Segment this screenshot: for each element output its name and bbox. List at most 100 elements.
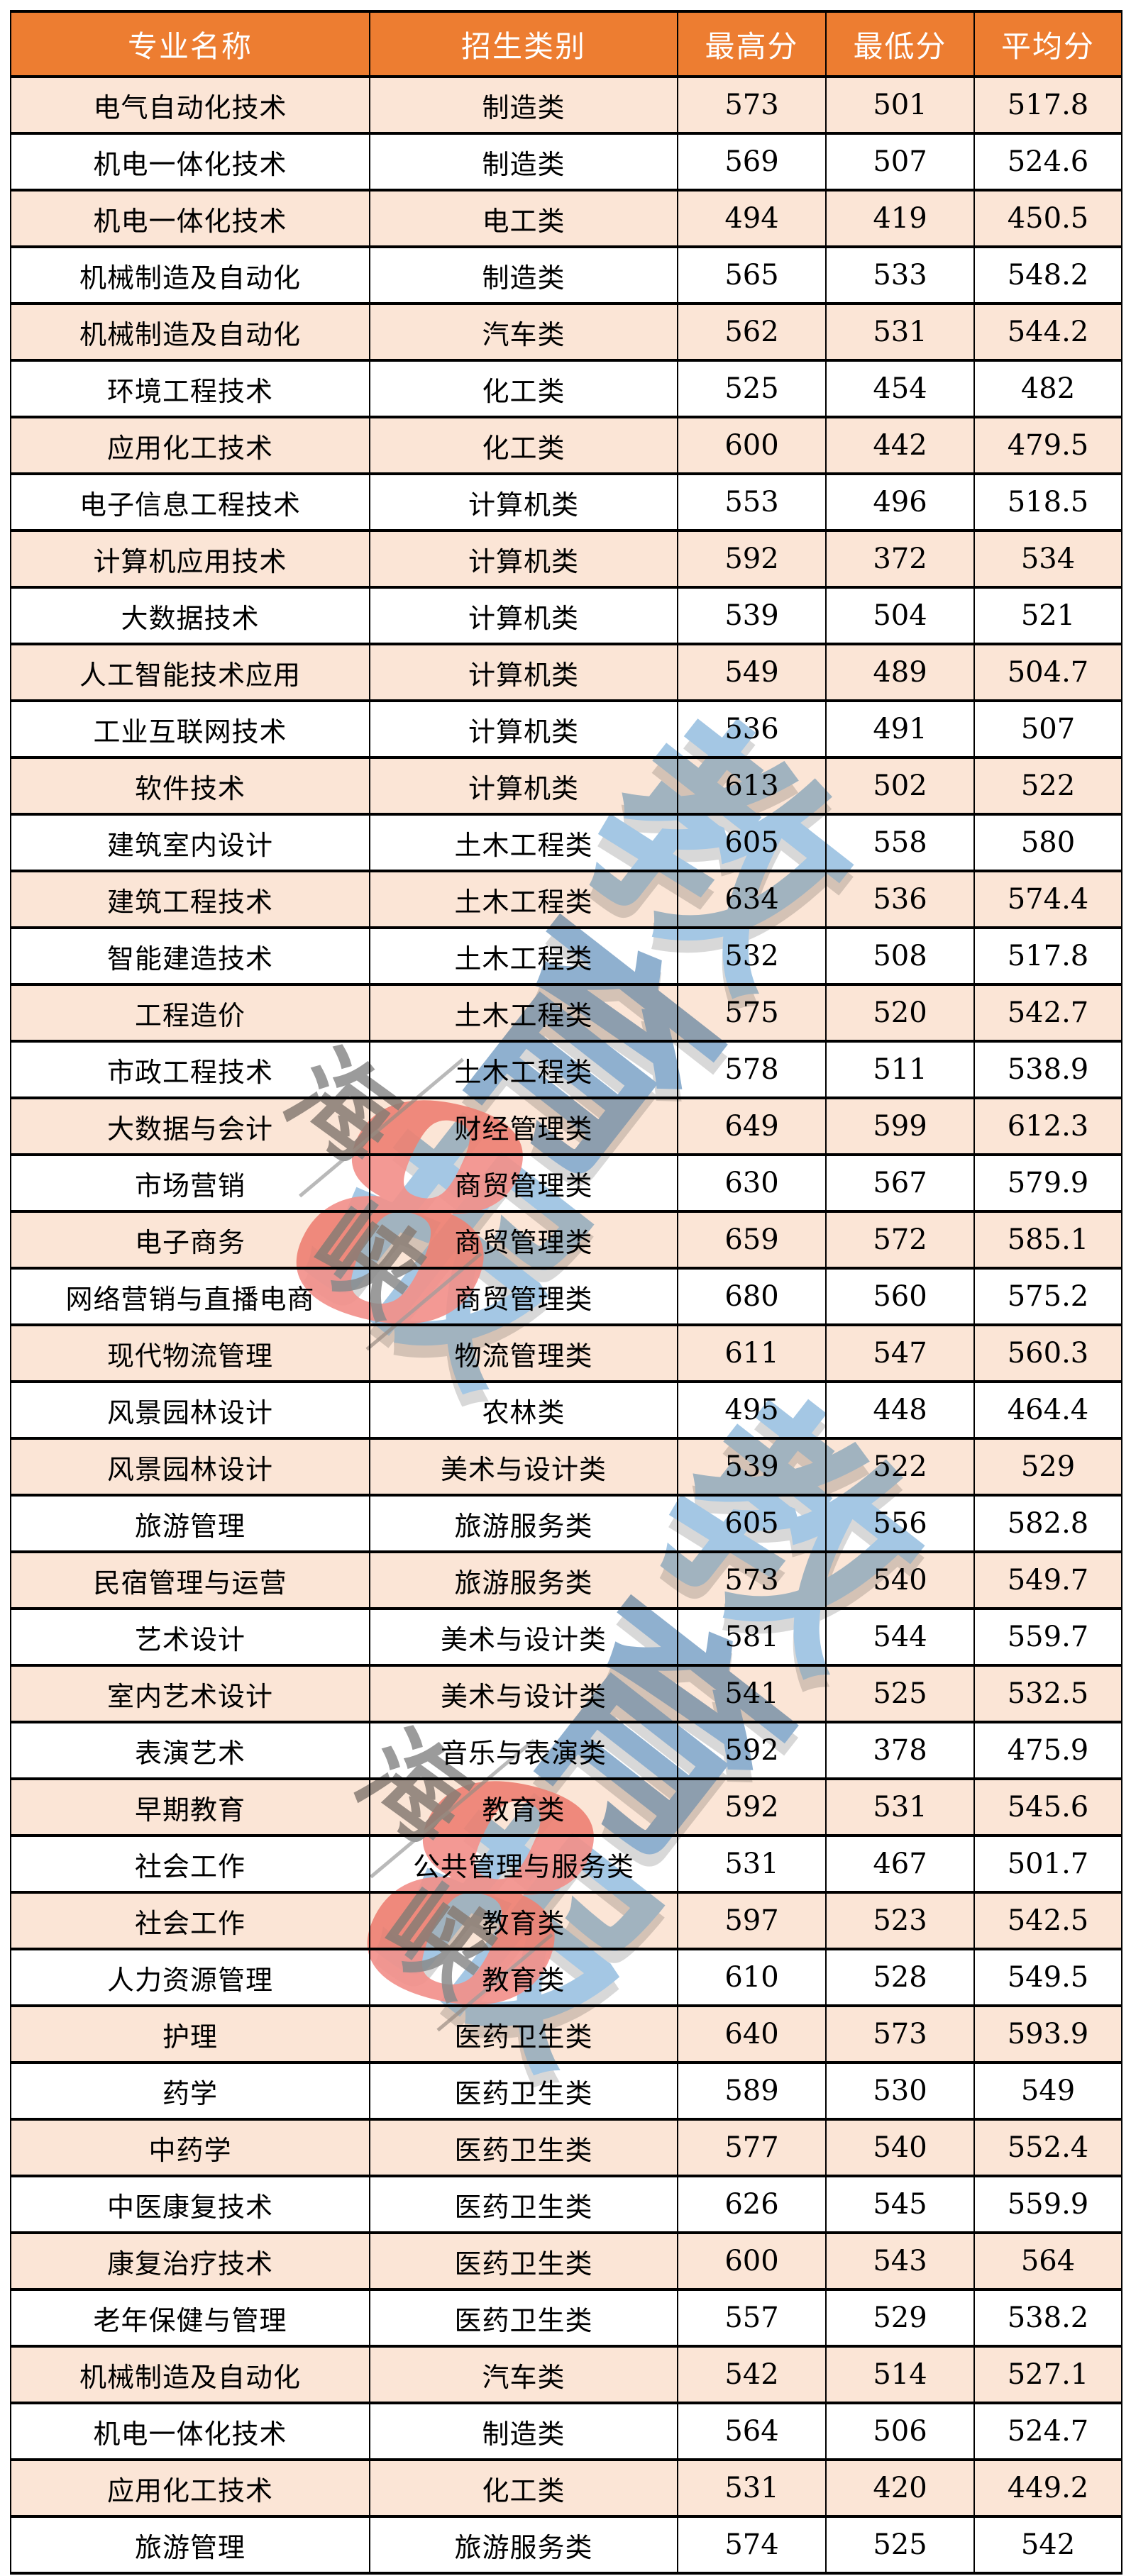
cell-min-score: 528: [825, 1948, 975, 2007]
cell-avg-score: 475.9: [973, 1721, 1122, 1780]
cell-major: 软件技术: [10, 756, 370, 816]
cell-max-score: 569: [677, 132, 827, 191]
table-row: 表演艺术 音乐与表演类 592 378 475.9: [10, 1721, 1122, 1780]
cell-major: 现代物流管理: [10, 1323, 370, 1383]
cell-category: 教育类: [369, 1948, 678, 2007]
table-row: 机械制造及自动化 制造类 565 533 548.2: [10, 245, 1122, 305]
cell-min-score: 520: [825, 983, 975, 1043]
cell-min-score: 504: [825, 586, 975, 645]
table-row: 旅游管理 旅游服务类 574 525 542: [10, 2515, 1122, 2575]
cell-major: 社会工作: [10, 1891, 370, 1950]
cell-min-score: 533: [825, 245, 975, 305]
cell-category: 音乐与表演类: [369, 1721, 678, 1780]
table-row: 机械制造及自动化 汽车类 542 514 527.1: [10, 2345, 1122, 2404]
cell-category: 计算机类: [369, 699, 678, 759]
cell-max-score: 531: [677, 2458, 827, 2518]
cell-max-score: 542: [677, 2345, 827, 2404]
cell-min-score: 448: [825, 1380, 975, 1440]
cell-max-score: 525: [677, 359, 827, 418]
cell-max-score: 630: [677, 1153, 827, 1213]
cell-min-score: 506: [825, 2402, 975, 2461]
cell-major: 网络营销与直播电商: [10, 1267, 370, 1326]
col-header-category: 招生类别: [369, 10, 678, 78]
cell-category: 农林类: [369, 1380, 678, 1440]
cell-category: 制造类: [369, 2402, 678, 2461]
cell-max-score: 573: [677, 75, 827, 135]
cell-min-score: 523: [825, 1891, 975, 1950]
cell-min-score: 560: [825, 1267, 975, 1326]
cell-major: 电子信息工程技术: [10, 472, 370, 532]
cell-max-score: 531: [677, 1834, 827, 1894]
cell-avg-score: 504.7: [973, 643, 1122, 702]
cell-major: 康复治疗技术: [10, 2231, 370, 2291]
table-row: 室内艺术设计 美术与设计类 541 525 532.5: [10, 1664, 1122, 1723]
table-row: 中医康复技术 医药卫生类 626 545 559.9: [10, 2175, 1122, 2234]
col-header-min-score: 最低分: [825, 10, 975, 78]
cell-major: 风景园林设计: [10, 1437, 370, 1497]
cell-avg-score: 517.8: [973, 75, 1122, 135]
cell-min-score: 419: [825, 189, 975, 248]
cell-avg-score: 542.7: [973, 983, 1122, 1043]
cell-max-score: 495: [677, 1380, 827, 1440]
table-row: 工业互联网技术 计算机类 536 491 507: [10, 699, 1122, 759]
cell-min-score: 522: [825, 1437, 975, 1497]
table-row: 民宿管理与运营 旅游服务类 573 540 549.7: [10, 1550, 1122, 1610]
cell-category: 旅游服务类: [369, 1550, 678, 1610]
cell-category: 旅游服务类: [369, 1494, 678, 1553]
cell-avg-score: 549: [973, 2061, 1122, 2121]
cell-category: 化工类: [369, 359, 678, 418]
cell-category: 土木工程类: [369, 1040, 678, 1099]
cell-max-score: 564: [677, 2402, 827, 2461]
cell-major: 机械制造及自动化: [10, 302, 370, 362]
cell-avg-score: 549.5: [973, 1948, 1122, 2007]
cell-min-score: 420: [825, 2458, 975, 2518]
table-row: 老年保健与管理 医药卫生类 557 529 538.2: [10, 2288, 1122, 2348]
cell-avg-score: 560.3: [973, 1323, 1122, 1383]
cell-max-score: 605: [677, 1494, 827, 1553]
cell-category: 汽车类: [369, 2345, 678, 2404]
table-row: 药学 医药卫生类 589 530 549: [10, 2061, 1122, 2121]
cell-min-score: 511: [825, 1040, 975, 1099]
cell-category: 土木工程类: [369, 813, 678, 872]
cell-avg-score: 479.5: [973, 416, 1122, 475]
cell-avg-score: 450.5: [973, 189, 1122, 248]
cell-max-score: 541: [677, 1664, 827, 1723]
cell-min-score: 572: [825, 1210, 975, 1270]
table-row: 人工智能技术应用 计算机类 549 489 504.7: [10, 643, 1122, 702]
cell-category: 计算机类: [369, 529, 678, 589]
cell-major: 中药学: [10, 2118, 370, 2177]
cell-category: 电工类: [369, 189, 678, 248]
cell-min-score: 529: [825, 2288, 975, 2348]
table-row: 软件技术 计算机类 613 502 522: [10, 756, 1122, 816]
cell-max-score: 649: [677, 1097, 827, 1156]
cell-category: 商贸管理类: [369, 1267, 678, 1326]
table-row: 旅游管理 旅游服务类 605 556 582.8: [10, 1494, 1122, 1553]
cell-category: 旅游服务类: [369, 2515, 678, 2575]
header-row: 专业名称 招生类别 最高分 最低分 平均分: [10, 10, 1122, 78]
cell-major: 机械制造及自动化: [10, 245, 370, 305]
cell-major: 大数据技术: [10, 586, 370, 645]
cell-major: 应用化工技术: [10, 2458, 370, 2518]
cell-avg-score: 538.2: [973, 2288, 1122, 2348]
cell-category: 医药卫生类: [369, 2231, 678, 2291]
cell-major: 智能建造技术: [10, 926, 370, 986]
cell-min-score: 467: [825, 1834, 975, 1894]
cell-major: 环境工程技术: [10, 359, 370, 418]
col-header-max-score: 最高分: [677, 10, 827, 78]
cell-max-score: 532: [677, 926, 827, 986]
cell-min-score: 556: [825, 1494, 975, 1553]
cell-min-score: 567: [825, 1153, 975, 1213]
cell-max-score: 611: [677, 1323, 827, 1383]
cell-min-score: 489: [825, 643, 975, 702]
table-row: 建筑工程技术 土木工程类 634 536 574.4: [10, 870, 1122, 929]
cell-min-score: 378: [825, 1721, 975, 1780]
cell-max-score: 613: [677, 756, 827, 816]
cell-avg-score: 517.8: [973, 926, 1122, 986]
cell-category: 商贸管理类: [369, 1210, 678, 1270]
cell-major: 旅游管理: [10, 2515, 370, 2575]
cell-max-score: 549: [677, 643, 827, 702]
cell-major: 建筑工程技术: [10, 870, 370, 929]
cell-min-score: 544: [825, 1607, 975, 1667]
cell-avg-score: 501.7: [973, 1834, 1122, 1894]
table-row: 电气自动化技术 制造类 573 501 517.8: [10, 75, 1122, 135]
